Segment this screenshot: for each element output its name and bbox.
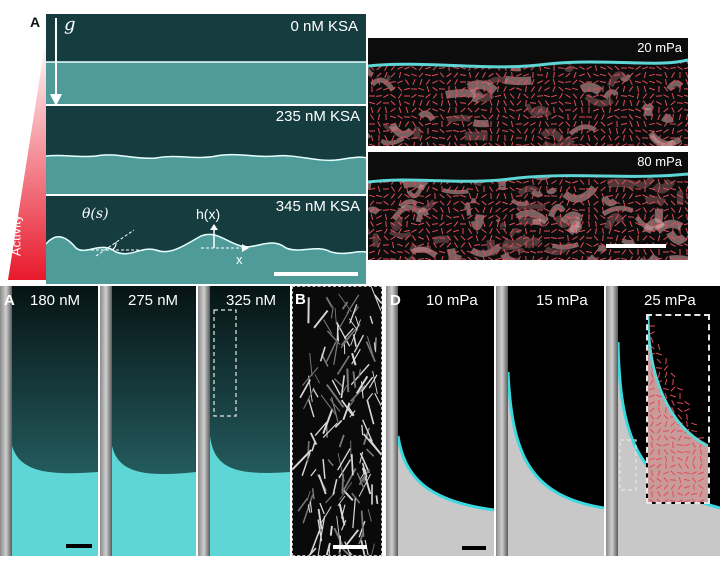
activity-label: Activity bbox=[9, 206, 24, 266]
col-label-25mPa: 25 mPa bbox=[644, 292, 696, 309]
col-label-15mPa: 15 mPa bbox=[536, 292, 588, 309]
panel-bottom-left: A 180 nM 275 nM 325 nM bbox=[0, 286, 290, 556]
panel-letter-top-left: A bbox=[30, 14, 40, 30]
inset-nematic bbox=[648, 316, 708, 502]
sim-column-15mPa bbox=[496, 286, 604, 556]
gravity-arrow-icon bbox=[48, 16, 64, 108]
panel-top-left: A Activity 0 nM KSA g 235 nM KSA bbox=[0, 0, 368, 285]
meniscus-325nM bbox=[198, 286, 290, 556]
image-row-0nM: 0 nM KSA bbox=[46, 14, 366, 104]
panel-letter-bottom-right: D bbox=[390, 292, 401, 309]
row-label-235nM: 235 nM KSA bbox=[276, 108, 360, 125]
panel-letter-bottom-middle: B bbox=[295, 291, 306, 308]
row-label-345nM: 345 nM KSA bbox=[276, 198, 360, 215]
gravity-symbol: g bbox=[64, 14, 76, 35]
nematic-row-20mPa: 20 mPa bbox=[368, 38, 688, 146]
nematic-row-80mPa: 80 mPa bbox=[368, 152, 688, 260]
image-row-235nM: 235 nM KSA bbox=[46, 106, 366, 194]
sim-column-25mPa bbox=[606, 286, 720, 556]
scale-bar-top-right bbox=[606, 244, 666, 248]
annotation-x: x bbox=[236, 252, 243, 267]
annotation-theta: θ(s) bbox=[82, 206, 109, 222]
sim-meniscus-10mPa bbox=[386, 286, 494, 556]
panel-bottom-middle: B bbox=[292, 286, 382, 556]
row-label-20mPa: 20 mPa bbox=[637, 40, 682, 55]
panel-bottom-right: D 10 mPa 15 mPa 25 mPa bbox=[386, 286, 720, 556]
sim-column-10mPa bbox=[386, 286, 494, 556]
column-275nM bbox=[100, 286, 196, 556]
panel-letter-bottom-left: A bbox=[4, 292, 15, 309]
meniscus-275nM bbox=[100, 286, 196, 556]
sim-meniscus-15mPa bbox=[496, 286, 604, 556]
meniscus-180nM bbox=[0, 286, 98, 556]
fiber-texture bbox=[293, 287, 382, 556]
scale-bar-bottom-right bbox=[462, 546, 486, 550]
row-label-80mPa: 80 mPa bbox=[637, 154, 682, 169]
col-label-275nM: 275 nM bbox=[128, 292, 178, 309]
scale-bar-bottom-left bbox=[66, 544, 92, 548]
column-180nM bbox=[0, 286, 98, 556]
col-label-180nM: 180 nM bbox=[30, 292, 80, 309]
panel-top-right: A 20 mPa 80 mPa bbox=[368, 38, 688, 260]
image-row-345nM: 345 nM KSA θ(s) h(x) x bbox=[46, 196, 366, 284]
annotation-h: h(x) bbox=[196, 206, 220, 222]
inset-zoom bbox=[646, 314, 710, 504]
row-label-0nM: 0 nM KSA bbox=[290, 18, 358, 35]
column-325nM bbox=[198, 286, 290, 556]
col-label-325nM: 325 nM bbox=[226, 292, 276, 309]
col-label-10mPa: 10 mPa bbox=[426, 292, 478, 309]
scale-bar-bottom-middle bbox=[333, 545, 367, 549]
